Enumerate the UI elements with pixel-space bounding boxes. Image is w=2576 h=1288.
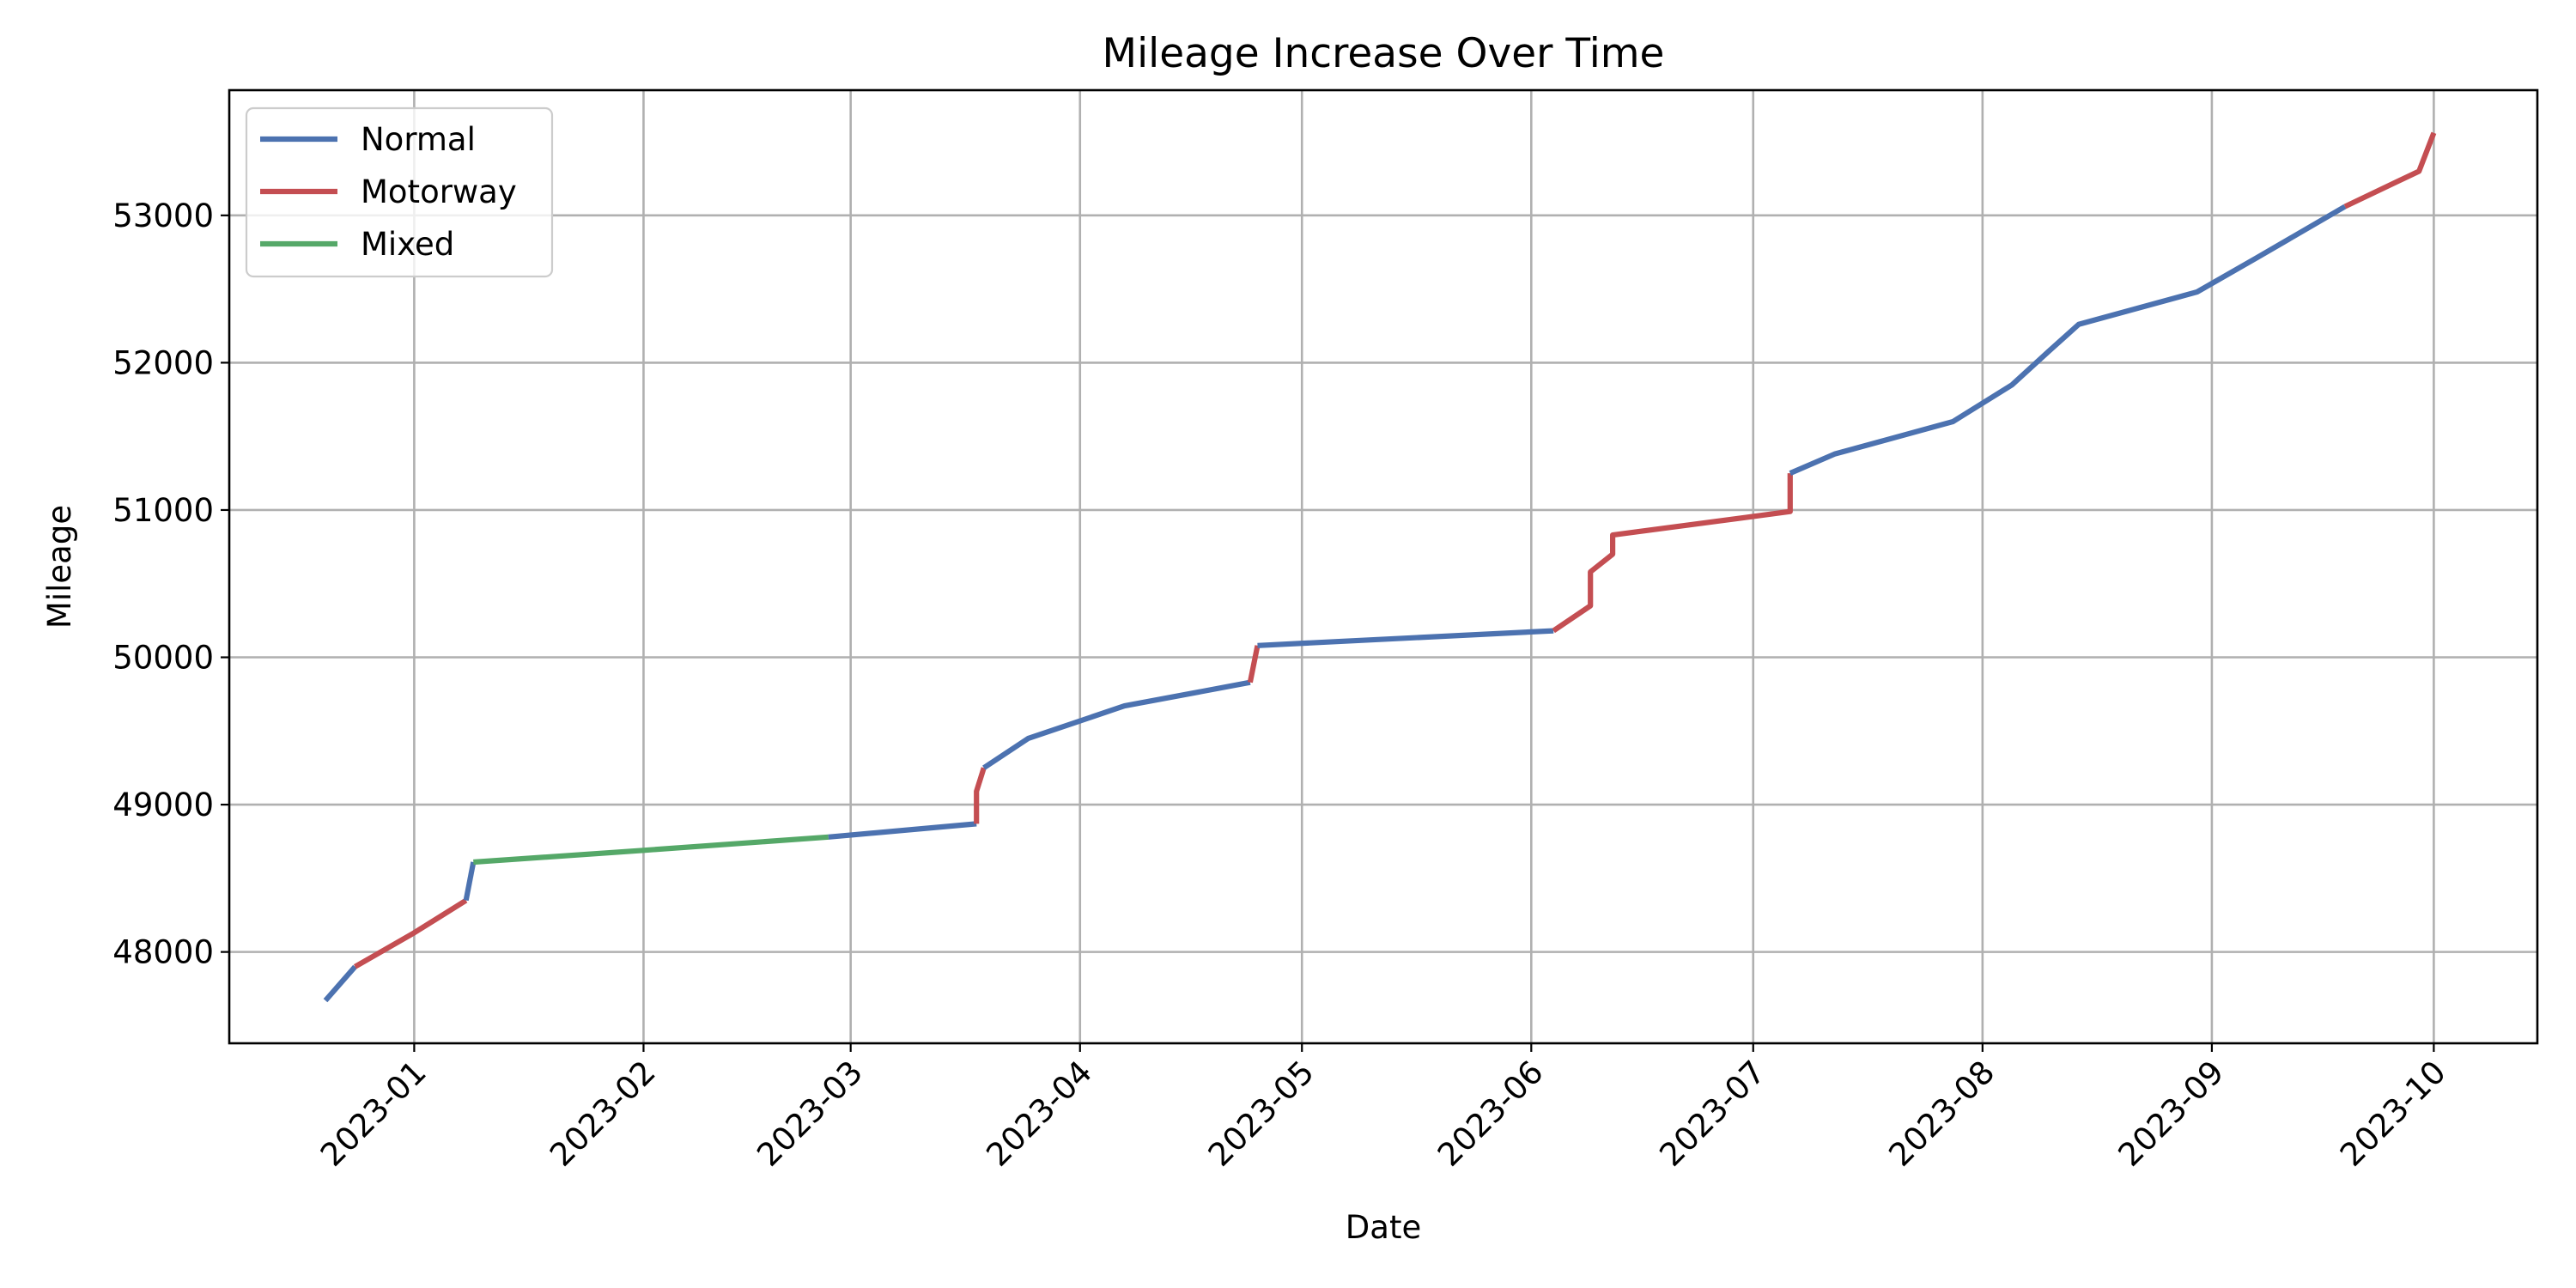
series-segment-normal <box>1789 204 2347 476</box>
series-segment-motorway <box>353 897 468 969</box>
chart-title: Mileage Increase Over Time <box>1103 30 1665 77</box>
legend-box <box>245 106 554 278</box>
y-tick-label: 52000 <box>112 344 214 381</box>
legend-label-motorway: Motorway <box>361 173 517 210</box>
plot-frame <box>228 88 2539 1045</box>
y-tick-label: 49000 <box>112 787 214 823</box>
series-segment-normal <box>323 964 357 1003</box>
series-segment-motorway <box>1247 645 1261 683</box>
series-segment-motorway <box>2343 131 2437 210</box>
series-segment-normal <box>463 861 477 902</box>
series-segment-normal <box>828 821 977 840</box>
y-axis-label: Mileage <box>41 505 78 629</box>
series-segment-motorway <box>1552 473 1793 634</box>
series-segment-normal <box>982 679 1251 770</box>
series-segment-motorway <box>974 767 987 824</box>
x-axis-label: Date <box>1346 1209 1421 1246</box>
grid-lines <box>229 90 2537 1043</box>
series-segment-normal <box>1257 628 1554 648</box>
legend-label-normal: Normal <box>361 121 476 158</box>
series-segment-mixed <box>473 834 829 866</box>
y-tick-label: 50000 <box>112 640 214 677</box>
legend: Normal Motorway Mixed <box>245 106 554 278</box>
y-tick-label: 53000 <box>112 197 214 234</box>
series-lines <box>323 131 2437 1003</box>
y-tick-label: 48000 <box>112 934 214 971</box>
y-tick-label: 51000 <box>112 492 214 529</box>
legend-label-mixed: Mixed <box>361 226 454 263</box>
